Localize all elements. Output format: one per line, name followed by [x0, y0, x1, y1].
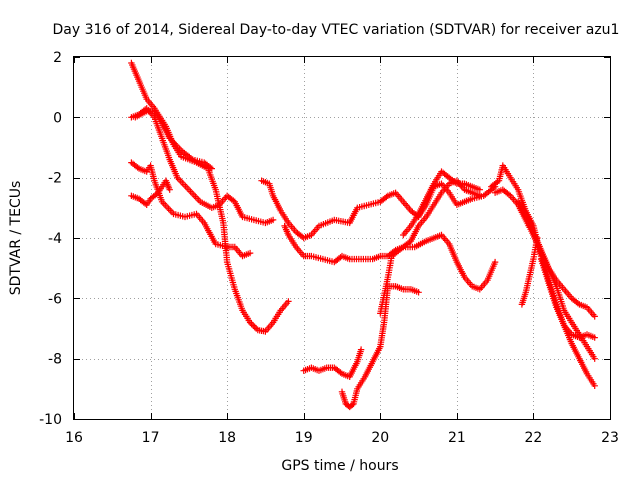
data-point	[250, 322, 257, 329]
series-arc-3	[128, 159, 254, 260]
y-tick-label: -6	[48, 291, 62, 307]
data-point	[591, 313, 598, 320]
data-point	[207, 164, 214, 171]
data-point	[534, 234, 541, 242]
y-tick-label: -8	[48, 352, 62, 368]
series-arc-16	[518, 234, 541, 308]
series-arc-5	[132, 108, 215, 172]
y-tick-label: 0	[53, 110, 62, 126]
data-point	[591, 334, 598, 341]
data-point	[591, 382, 598, 389]
data-point	[246, 249, 254, 257]
y-tick-label: -4	[48, 231, 62, 247]
series-arc-7	[281, 222, 499, 293]
data-point	[208, 165, 215, 172]
series-arc-11	[400, 168, 483, 239]
y-tick-label: -10	[39, 412, 62, 428]
x-tick-label: 17	[142, 430, 160, 446]
data-point	[591, 355, 598, 362]
data-point	[491, 258, 499, 266]
data-point	[337, 369, 344, 376]
data-point	[166, 186, 173, 193]
x-tick-label: 20	[371, 430, 389, 446]
gridlines	[74, 57, 610, 419]
y-tick-label: -2	[48, 171, 62, 187]
y-tick-labels: 2 0 -2 -4 -6 -8 -10	[39, 50, 62, 428]
x-tick-label: 23	[601, 430, 619, 446]
data-point	[357, 346, 365, 353]
y-axis-label: SDTVAR / TECUs	[8, 181, 24, 296]
x-tick-label: 19	[295, 430, 313, 446]
data-point	[153, 190, 160, 198]
x-tick-label: 21	[448, 430, 466, 446]
data-point	[142, 200, 149, 207]
x-tick-labels: 16 17 18 19 20 21 22 23	[65, 430, 619, 446]
data-point	[251, 323, 258, 331]
y-tick-label: 2	[53, 50, 62, 66]
data-point	[415, 289, 422, 296]
data-point	[134, 164, 141, 171]
series-arc-4	[128, 177, 173, 208]
data-point	[285, 298, 292, 305]
data-point	[476, 192, 483, 199]
x-tick-label: 16	[65, 430, 83, 446]
data-point	[246, 319, 254, 326]
chart-title: Day 316 of 2014, Sidereal Day-to-day VTE…	[53, 22, 620, 38]
series-arc-15	[537, 255, 598, 389]
series-arc-10	[377, 177, 483, 317]
axis-ticks	[74, 57, 611, 420]
x-tick-label: 18	[218, 430, 236, 446]
x-tick-label: 22	[525, 430, 543, 446]
plot-frame	[73, 56, 611, 420]
data-marks	[128, 59, 598, 411]
data-point	[476, 186, 483, 193]
x-axis-label: GPS time / hours	[281, 458, 398, 474]
data-point	[269, 216, 277, 224]
series-arc-8	[300, 346, 365, 380]
data-point	[383, 193, 390, 201]
series-arc-9	[338, 283, 422, 411]
